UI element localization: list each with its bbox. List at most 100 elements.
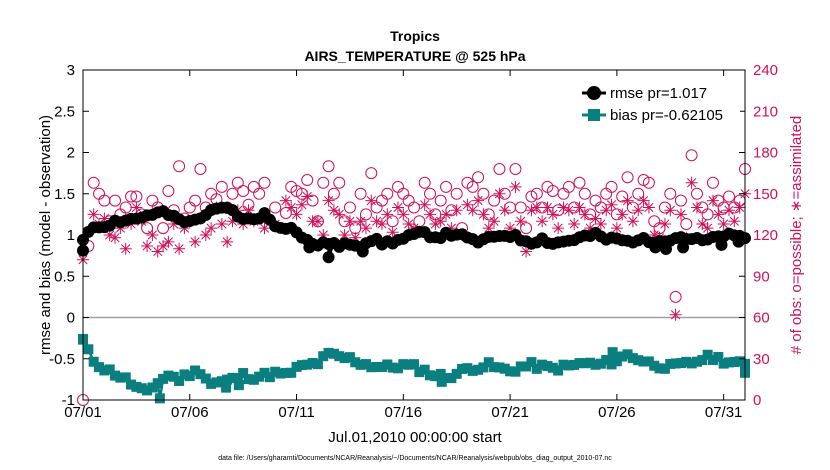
obs-assimilated-point bbox=[514, 215, 527, 228]
y-right-tick-label: 240 bbox=[753, 62, 778, 79]
obs-assimilated-point bbox=[573, 201, 586, 214]
bias-point bbox=[131, 381, 142, 392]
bias-point bbox=[238, 368, 249, 379]
obs-assimilated-point bbox=[375, 218, 388, 230]
y-axis-label: rmse and bias (model - observation) bbox=[37, 115, 54, 355]
obs-assimilated-point bbox=[610, 222, 623, 235]
bias-point bbox=[510, 366, 521, 377]
obs-possible-point bbox=[562, 180, 575, 193]
obs-assimilated-point bbox=[333, 208, 346, 221]
bias-point bbox=[607, 347, 618, 358]
bias-point bbox=[120, 372, 131, 383]
obs-possible-point bbox=[194, 163, 207, 175]
obs-assimilated-point bbox=[616, 208, 629, 221]
bias-point bbox=[494, 362, 505, 373]
bias-point bbox=[126, 379, 137, 390]
obs-assimilated-point bbox=[391, 201, 404, 214]
obs-assimilated-point bbox=[562, 204, 575, 217]
bias-point bbox=[441, 372, 452, 383]
obs-possible-point bbox=[466, 180, 479, 193]
obs-assimilated-point bbox=[109, 231, 122, 244]
bias-point bbox=[110, 370, 121, 381]
bias-point bbox=[627, 353, 638, 364]
obs-possible-point bbox=[109, 194, 122, 207]
obs-assimilated-point bbox=[488, 215, 501, 228]
obs-possible-point bbox=[669, 290, 682, 303]
x-tick-label: 07/16 bbox=[385, 404, 423, 421]
obs-assimilated-point bbox=[87, 208, 100, 221]
bias-point bbox=[280, 367, 291, 378]
obs-possible-point bbox=[424, 187, 437, 200]
obs-assimilated-point bbox=[440, 208, 453, 221]
obs-assimilated-point bbox=[402, 218, 415, 230]
obs-possible-point bbox=[685, 149, 698, 162]
bias-point bbox=[371, 361, 382, 372]
bias-point bbox=[670, 358, 681, 369]
rmse-point bbox=[322, 251, 335, 264]
obs-possible-point bbox=[664, 187, 677, 200]
obs-possible-point bbox=[343, 201, 356, 214]
bias-point bbox=[387, 362, 398, 373]
bias-point bbox=[451, 368, 462, 379]
obs-assimilated-point bbox=[472, 194, 485, 207]
obs-possible-point bbox=[87, 176, 100, 189]
obs-assimilated-point bbox=[722, 204, 735, 217]
bias-point bbox=[414, 367, 425, 378]
bias-point bbox=[168, 371, 179, 382]
y-tick-label: 3 bbox=[67, 62, 75, 79]
obs-possible-point bbox=[722, 190, 735, 203]
obs-possible-point bbox=[642, 176, 655, 189]
obs-assimilated-point bbox=[493, 187, 506, 200]
bias-point bbox=[473, 364, 484, 375]
bias-point bbox=[154, 393, 165, 404]
bias-point bbox=[611, 356, 622, 367]
bias-point bbox=[622, 349, 633, 360]
bias-point bbox=[489, 362, 500, 373]
bias-point bbox=[707, 354, 718, 365]
obs-possible-point bbox=[327, 187, 340, 200]
bias-point bbox=[595, 358, 606, 369]
obs-possible-point bbox=[493, 163, 506, 175]
obs-possible-point bbox=[237, 185, 250, 197]
bias-point bbox=[553, 365, 564, 376]
axes-layer: -1-0.500.511.522.53030609012015018021024… bbox=[49, 62, 778, 421]
bias-point bbox=[163, 370, 174, 381]
obs-assimilated-point bbox=[498, 204, 511, 217]
bias-point bbox=[606, 359, 617, 370]
bias-point bbox=[723, 357, 734, 368]
obs-assimilated-point bbox=[221, 235, 234, 248]
y-right-tick-label: 180 bbox=[753, 145, 778, 162]
bias-point bbox=[579, 358, 590, 369]
obs-possible-point bbox=[317, 176, 330, 189]
bias-point bbox=[307, 357, 318, 368]
obs-assimilated-point bbox=[712, 208, 725, 221]
bias-point bbox=[633, 355, 644, 366]
obs-possible-point bbox=[573, 176, 586, 189]
obs-assimilated-point bbox=[359, 222, 372, 235]
bias-point bbox=[286, 367, 297, 378]
bias-point bbox=[382, 359, 393, 370]
y-tick-label: 1.5 bbox=[54, 186, 75, 203]
bias-point bbox=[275, 368, 286, 379]
bias-point bbox=[526, 357, 537, 368]
obs-assimilated-point bbox=[578, 208, 591, 221]
obs-possible-point bbox=[173, 160, 186, 173]
bias-point bbox=[254, 371, 265, 382]
bias-point bbox=[697, 355, 708, 366]
obs-assimilated-point bbox=[621, 194, 634, 207]
obs-possible-point bbox=[141, 222, 154, 235]
obs-assimilated-point bbox=[322, 194, 335, 207]
bias-point bbox=[227, 372, 238, 383]
bias-point bbox=[547, 362, 558, 373]
obs-possible-point bbox=[706, 176, 719, 189]
y-tick-label: 1 bbox=[67, 227, 75, 244]
obs-assimilated-point bbox=[669, 308, 682, 321]
y-right-tick-label: 150 bbox=[753, 186, 778, 203]
obs-possible-point bbox=[514, 201, 527, 214]
bias-point bbox=[174, 375, 185, 386]
bias-point bbox=[328, 348, 339, 359]
y-tick-label: 0 bbox=[67, 310, 75, 327]
obs-assimilated-point bbox=[162, 235, 175, 248]
bias-point bbox=[104, 364, 115, 375]
